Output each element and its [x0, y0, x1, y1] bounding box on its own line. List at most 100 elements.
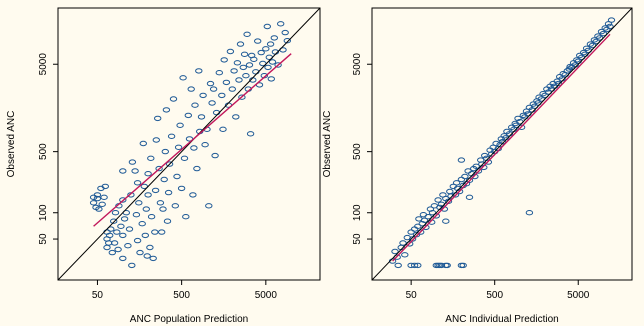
- data-point: [93, 192, 102, 198]
- data-point: [189, 192, 197, 198]
- data-point: [242, 73, 250, 79]
- data-point: [420, 217, 429, 224]
- data-point: [165, 161, 174, 167]
- data-point: [246, 131, 255, 137]
- data-point: [156, 200, 165, 206]
- data-point: [132, 212, 141, 218]
- x-tick-label: 50: [406, 290, 418, 301]
- plot-frame: [57, 7, 321, 281]
- data-point: [89, 200, 98, 206]
- data-point: [226, 48, 235, 55]
- data-point: [394, 262, 402, 269]
- x-axis-label: ANC Population Prediction: [130, 314, 248, 325]
- y-tick-label: 100: [352, 204, 363, 221]
- data-point: [424, 214, 432, 220]
- data-point: [164, 189, 173, 196]
- data-point: [243, 31, 251, 37]
- data-point: [263, 23, 271, 30]
- data-point: [162, 107, 171, 113]
- y-tick-label: 500: [352, 143, 363, 160]
- data-point: [443, 262, 451, 269]
- x-tick-label: 500: [486, 290, 503, 301]
- data-point: [142, 206, 151, 212]
- x-tick-label: 5000: [255, 290, 278, 301]
- y-axis-label: Observed ANC: [6, 111, 17, 178]
- data-point: [206, 80, 215, 87]
- data-point: [158, 229, 166, 235]
- data-point: [514, 115, 522, 122]
- data-point: [201, 142, 209, 148]
- data-point: [481, 152, 489, 159]
- data-point: [139, 140, 148, 147]
- data-point: [459, 262, 467, 269]
- data-point: [245, 62, 254, 68]
- data-point: [113, 229, 121, 235]
- data-point: [195, 68, 203, 74]
- data-point: [163, 218, 172, 224]
- data-point: [159, 206, 167, 212]
- data-point: [554, 80, 563, 87]
- data-point: [119, 232, 127, 239]
- data-point: [220, 57, 228, 63]
- data-point: [114, 246, 122, 253]
- data-point: [144, 171, 152, 177]
- data-point: [222, 79, 231, 86]
- y-tick-label: 50: [352, 233, 363, 245]
- data-point: [607, 17, 616, 23]
- data-point: [179, 75, 187, 81]
- data-point: [169, 96, 178, 102]
- data-point: [125, 226, 134, 232]
- data-point: [138, 221, 146, 227]
- fit-line: [93, 53, 292, 227]
- data-point: [230, 68, 238, 74]
- data-point: [434, 197, 442, 203]
- data-point: [270, 35, 278, 41]
- data-point: [167, 133, 176, 140]
- data-point: [211, 152, 219, 159]
- data-point: [128, 159, 137, 165]
- data-point: [599, 30, 608, 37]
- data-point: [437, 262, 446, 269]
- y-tick-label: 100: [38, 204, 49, 221]
- data-point: [176, 122, 184, 129]
- data-point: [239, 64, 248, 71]
- data-point: [208, 100, 216, 106]
- data-point: [197, 114, 206, 120]
- data-point: [401, 252, 409, 258]
- data-point: [218, 92, 226, 99]
- data-point: [171, 203, 180, 209]
- data-point: [391, 248, 399, 255]
- data-point: [193, 165, 201, 172]
- data-point: [257, 49, 265, 56]
- data-point: [236, 41, 245, 47]
- data-point: [154, 115, 162, 122]
- data-point: [191, 102, 199, 108]
- data-point: [232, 114, 240, 120]
- data-point: [95, 206, 103, 212]
- data-point: [446, 188, 454, 195]
- data-point: [267, 76, 275, 82]
- data-point: [281, 29, 289, 36]
- data-point: [219, 126, 227, 133]
- data-point: [120, 216, 129, 222]
- data-point: [240, 51, 249, 57]
- data-point: [277, 21, 285, 27]
- data-point: [103, 244, 111, 251]
- data-point: [190, 145, 198, 151]
- x-axis-label: ANC Individual Prediction: [445, 314, 558, 325]
- data-point: [110, 218, 118, 224]
- x-tick-label: 50: [92, 290, 104, 301]
- data-point: [266, 41, 275, 47]
- y-tick-label: 500: [38, 143, 49, 160]
- data-point: [199, 92, 207, 99]
- data-point: [98, 201, 106, 208]
- data-point: [457, 176, 466, 183]
- data-point: [106, 232, 114, 239]
- fit-line: [392, 33, 611, 262]
- data-point: [152, 137, 161, 143]
- data-point: [141, 232, 150, 239]
- data-point: [414, 223, 422, 230]
- data-point: [124, 243, 132, 249]
- data-point: [151, 187, 160, 194]
- data-point: [173, 173, 181, 180]
